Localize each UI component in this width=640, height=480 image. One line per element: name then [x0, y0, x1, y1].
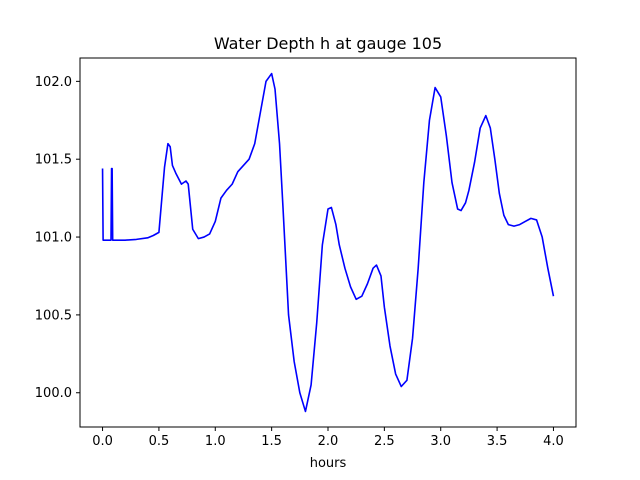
y-tick-label: 100.0: [35, 386, 72, 401]
x-tick-label: 1.0: [205, 434, 226, 449]
plot-frame: [79, 57, 577, 428]
x-tick-label: 4.0: [543, 434, 564, 449]
x-tick-label: 2.0: [318, 434, 339, 449]
series-lines: [101, 72, 555, 413]
y-tick-label: 102.0: [35, 75, 72, 90]
y-tick-label: 101.0: [35, 231, 72, 246]
x-tick-label: 1.5: [261, 434, 282, 449]
x-tick-label: 0.0: [92, 434, 113, 449]
x-tick-label: 2.5: [374, 434, 395, 449]
x-axis-label: hours: [310, 456, 347, 471]
y-tick-label: 100.5: [35, 308, 72, 323]
x-tick-label: 3.5: [487, 434, 508, 449]
x-tick-label: 0.5: [149, 434, 170, 449]
chart-title: Water Depth h at gauge 105: [214, 34, 442, 53]
y-axis-ticks: 100.0 100.5 101.0 101.5 102.0: [35, 75, 80, 401]
x-tick-label: 3.0: [430, 434, 451, 449]
x-axis-ticks: 0.0 0.5 1.0 1.5 2.0 2.5 3.0 3.5 4.0: [92, 427, 564, 449]
y-tick-label: 101.5: [35, 153, 72, 168]
series-line-0: [101, 72, 555, 413]
